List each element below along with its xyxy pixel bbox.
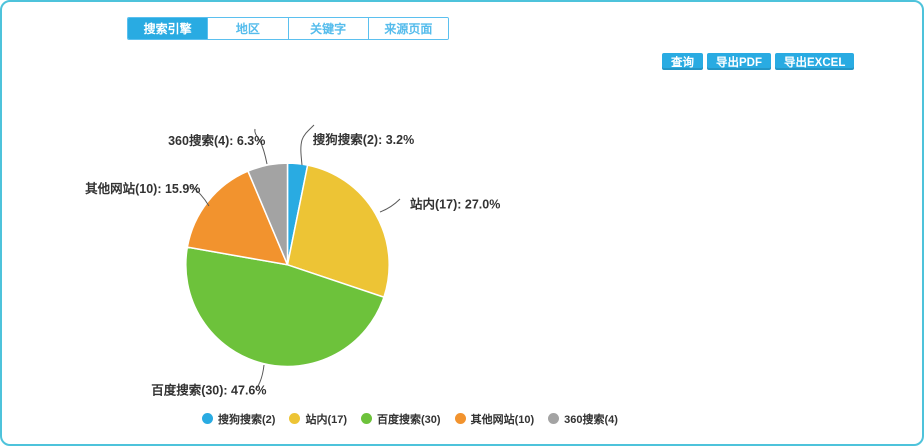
svg-text:百度搜索(30): 47.6%: 百度搜索(30): 47.6% (151, 383, 266, 398)
svg-text:360搜索(4): 6.3%: 360搜索(4): 6.3% (168, 133, 265, 148)
svg-text:站内(17): 27.0%: 站内(17): 27.0% (410, 197, 500, 212)
svg-text:搜狗搜索(2): 3.2%: 搜狗搜索(2): 3.2% (313, 132, 414, 147)
svg-text:其他网站(10): 15.9%: 其他网站(10): 15.9% (85, 181, 200, 196)
